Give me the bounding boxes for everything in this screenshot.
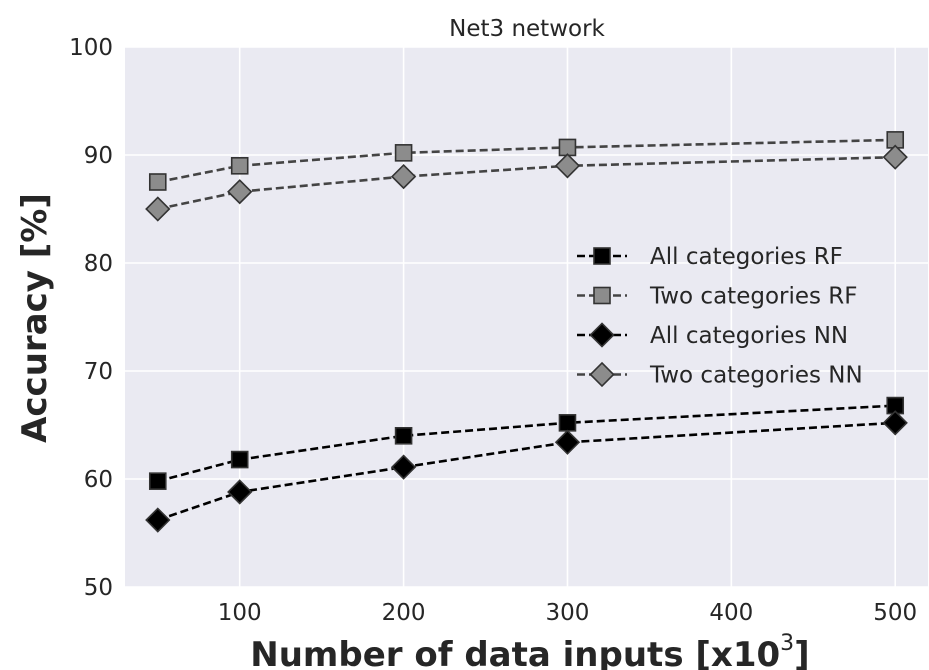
legend-entry: All categories NN: [577, 322, 848, 349]
series-line: [157, 155, 896, 211]
data-point: [227, 479, 253, 505]
data-point: [390, 454, 417, 480]
tick-labels: 50 60 70 80 90 100 100 200 300 400 500: [69, 35, 917, 626]
data-point: [394, 426, 413, 445]
legend-label: Two categories NN: [649, 363, 863, 389]
legend-marker: [593, 247, 611, 265]
x-axis-label: Number of data inputs [x103]: [250, 631, 809, 670]
legend-entry: Two categories RF: [577, 284, 858, 310]
data-point: [148, 472, 167, 490]
y-axis-label: Accuracy [%]: [15, 193, 55, 443]
legend-entry: All categories RF: [577, 244, 843, 270]
data-point: [227, 179, 253, 205]
data-point: [145, 507, 171, 533]
x-tick-label: 400: [709, 600, 753, 626]
x-tick-label: 300: [546, 600, 590, 626]
legend-label: All categories RF: [650, 244, 843, 270]
data-point: [145, 196, 171, 222]
legend-entry: Two categories NN: [577, 361, 863, 389]
data-point: [390, 163, 417, 190]
series-3: [145, 410, 908, 533]
legend: All categories RF Two categories RF All ca…: [577, 244, 863, 389]
x-tick-label: 500: [873, 600, 917, 626]
legend-label: Two categories RF: [649, 284, 858, 310]
data-point: [558, 414, 577, 432]
chart-title: Net3 network: [449, 16, 605, 42]
data-point: [882, 410, 908, 436]
legend-marker: [589, 322, 615, 348]
y-tick-label: 90: [84, 143, 113, 169]
series-group: [145, 131, 908, 533]
y-tick-label: 70: [84, 359, 113, 385]
data-point: [230, 157, 249, 175]
data-point: [554, 153, 581, 179]
data-point: [230, 450, 249, 469]
y-tick-label: 100: [69, 35, 113, 61]
data-point: [394, 144, 413, 162]
plot-area: [125, 47, 928, 587]
data-point: [148, 173, 167, 191]
y-tick-label: 60: [84, 467, 113, 493]
x-axis-label-superscript: 3: [780, 631, 794, 656]
legend-marker: [589, 361, 615, 388]
y-tick-label: 50: [84, 575, 113, 601]
series-4: [145, 144, 908, 222]
y-tick-label: 80: [84, 251, 113, 277]
data-point: [882, 144, 908, 170]
x-tick-label: 100: [218, 600, 262, 626]
data-point: [558, 138, 577, 157]
legend-marker: [593, 286, 611, 305]
legend-label: All categories NN: [650, 323, 848, 349]
x-tick-label: 200: [382, 600, 426, 626]
data-point: [554, 429, 581, 455]
